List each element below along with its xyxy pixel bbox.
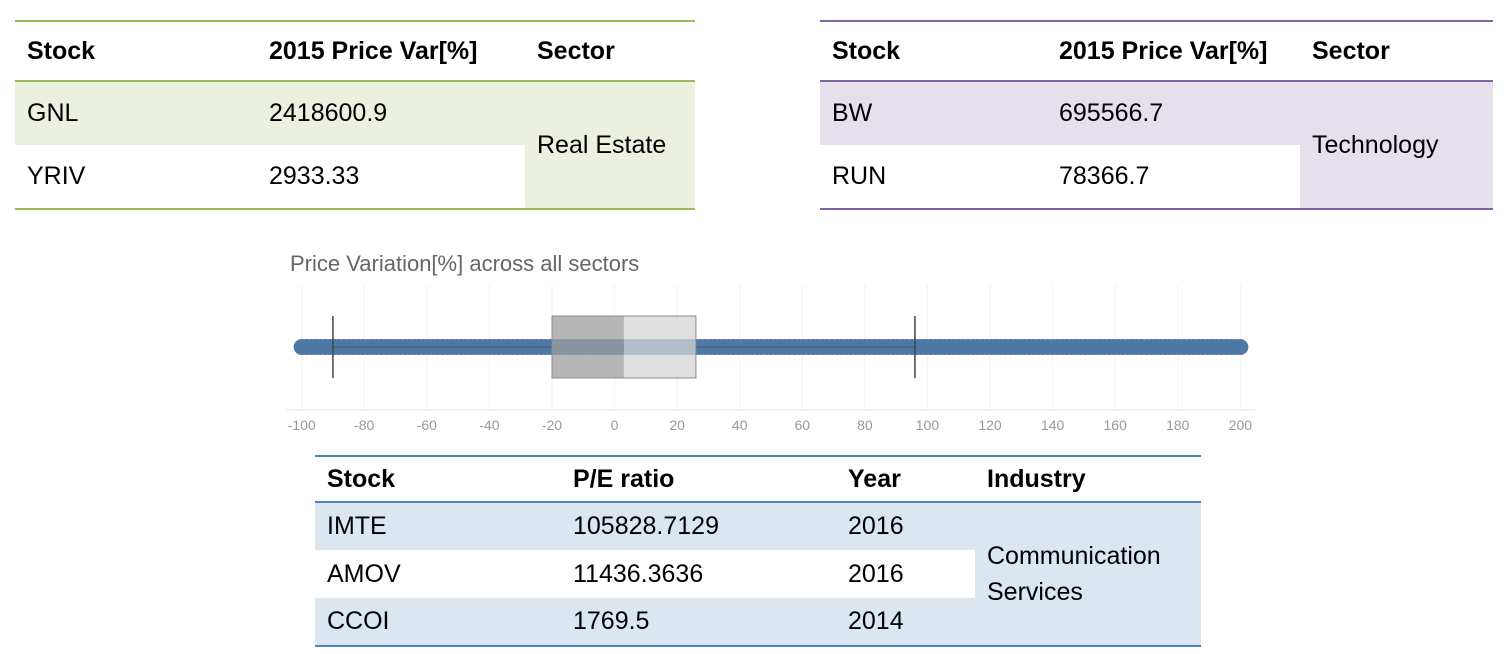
tick-label: -60 — [417, 417, 437, 433]
chart-box — [332, 315, 916, 379]
box-outline — [551, 315, 697, 379]
tick-label: 60 — [795, 417, 811, 433]
pe-cell: 11436.3636 — [573, 559, 704, 588]
industry-cell: Communication Services — [975, 502, 1201, 646]
header-stock: Stock — [315, 456, 561, 503]
header-sector: Sector — [525, 21, 695, 82]
table-row: RUN 78366.7 — [820, 145, 1493, 209]
price-var-cell: 695566.7 — [1047, 81, 1300, 145]
header-sector: Sector — [1300, 21, 1493, 82]
table-row: YRIV 2933.33 — [15, 145, 695, 209]
table-row: AMOV 11436.3636 2016 — [315, 550, 1201, 598]
tick-label: 140 — [1041, 417, 1065, 433]
price-var-cell: 2933.33 — [269, 162, 360, 190]
tick-label: 120 — [978, 417, 1002, 433]
pe-cell: 1769.5 — [561, 598, 836, 646]
year-cell: 2016 — [848, 559, 904, 588]
sector-cell: Real Estate — [525, 81, 695, 209]
table-header-row: Stock P/E ratio Year Industry — [315, 456, 1201, 503]
header-year: Year — [836, 456, 975, 503]
year-cell: 2014 — [836, 598, 975, 646]
tick-label: 0 — [611, 417, 619, 433]
table-header-row: Stock 2015 Price Var[%] Sector — [15, 21, 695, 82]
header-stock: Stock — [15, 21, 257, 82]
tick-label: -80 — [354, 417, 374, 433]
table-row: GNL 2418600.9 Real Estate — [15, 81, 695, 209]
header-industry: Industry — [975, 456, 1201, 503]
table-header-row: Stock 2015 Price Var[%] Sector — [820, 21, 1493, 82]
tick-label: 100 — [916, 417, 940, 433]
tick-label: 80 — [857, 417, 873, 433]
box-lower-half — [551, 316, 624, 378]
stock-cell: GNL — [15, 81, 257, 145]
table-row: CCOI 1769.5 2014 — [315, 598, 1201, 646]
table-row: IMTE 105828.7129 2016 Communication Serv… — [315, 502, 1201, 646]
tick-label: 20 — [669, 417, 685, 433]
tick-label: 160 — [1104, 417, 1128, 433]
box-upper-half — [623, 316, 696, 378]
tick-label: -100 — [288, 417, 316, 433]
real-estate-table: Stock 2015 Price Var[%] Sector GNL 24186… — [15, 20, 695, 210]
tick-label: -40 — [479, 417, 499, 433]
header-price-var: 2015 Price Var[%] — [257, 21, 525, 82]
stock-cell: YRIV — [27, 162, 86, 190]
price-variation-chart: Price Variation[%] across all sectors -1… — [286, 251, 1256, 433]
chart-ticks: -100 -80 -60 -40 -20 0 20 40 60 80 100 120 140 160 180… — [288, 417, 1253, 433]
industry-line-2: Services — [987, 578, 1083, 606]
stock-cell: IMTE — [315, 502, 561, 550]
stock-cell: BW — [820, 81, 1047, 145]
stock-cell: CCOI — [315, 598, 561, 646]
header-pe-ratio: P/E ratio — [561, 456, 836, 503]
price-var-cell: 78366.7 — [1059, 162, 1150, 190]
tick-label: 180 — [1166, 417, 1190, 433]
sector-cell: Technology — [1300, 81, 1493, 209]
stock-cell: RUN — [832, 162, 887, 190]
pe-ratio-table: Stock P/E ratio Year Industry IMTE 10582… — [315, 455, 1201, 647]
pe-cell: 105828.7129 — [561, 502, 836, 550]
header-price-var: 2015 Price Var[%] — [1047, 21, 1300, 82]
header-stock: Stock — [820, 21, 1047, 82]
tick-label: 200 — [1229, 417, 1253, 433]
industry-line-1: Communication — [987, 542, 1161, 570]
tick-label: 40 — [732, 417, 748, 433]
chart-title: Price Variation[%] across all sectors — [290, 251, 639, 276]
price-var-cell: 2418600.9 — [257, 81, 525, 145]
table-row: BW 695566.7 Technology — [820, 81, 1493, 209]
tick-label: -20 — [542, 417, 562, 433]
year-cell: 2016 — [836, 502, 975, 550]
technology-table: Stock 2015 Price Var[%] Sector BW 695566… — [820, 20, 1493, 210]
stock-cell: AMOV — [327, 559, 401, 588]
data-point — [1232, 339, 1249, 355]
